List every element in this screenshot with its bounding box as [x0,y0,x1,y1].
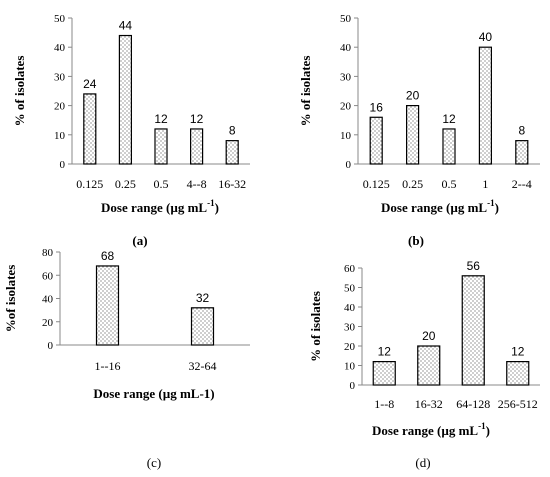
x-tick-label: 1--16 [95,359,121,373]
x-axis-title: Dose range (µg mL-1) [101,198,219,215]
bar [225,140,239,165]
panel-label-d: (d) [415,455,430,470]
y-axis-title: % of isolates [308,291,323,362]
bar [372,361,396,386]
data-label: 20 [406,89,420,103]
bar [154,128,168,165]
x-tick-label: 0.25 [115,177,136,191]
panel-label-b: (b) [408,233,424,248]
y-tick-label: 50 [340,13,352,25]
data-label: 68 [101,249,115,263]
y-tick-label: 60 [344,263,356,275]
x-tick-label: 64-128 [456,397,490,411]
y-tick-label: 10 [340,130,352,142]
data-label: 24 [83,77,97,91]
y-tick-label: 20 [340,101,352,113]
x-tick-label: 2--4 [512,177,532,191]
data-label: 12 [511,345,525,359]
panel-label-a: (a) [132,233,147,248]
y-tick-label: 30 [54,71,66,83]
bar [461,275,485,386]
panel-d: 0 10 20 30 40 50 60 12 1--8 20 16-32 56 64-128 12 256-… [308,259,540,438]
data-label: 12 [190,112,204,126]
x-axis-title: Dose range (µg mL-1) [372,421,490,438]
x-axis-title-sup: -1 [478,421,486,431]
x-tick-label: 0.25 [402,177,423,191]
y-tick-label: 10 [54,130,66,142]
panel-a: 0 10 20 30 40 50 24 0.125 44 0.25 12 0.5 12 4--8 8 16-3… [12,13,250,215]
y-tick-label: 0 [60,159,66,171]
y-tick-label: 40 [42,294,54,306]
y-tick-label: 30 [344,322,356,334]
x-axis-title-end: ) [486,423,490,438]
x-axis-title-end: ) [215,200,219,215]
y-tick-label: 50 [54,13,66,25]
panel-b: 0 10 20 30 40 50 16 0.125 20 0.25 12 0.5 40 1 8 2--4 % o… [298,13,540,215]
x-axis-title-sup: -1 [487,198,495,208]
x-tick-label: 1 [482,177,488,191]
data-label: 56 [467,259,481,273]
bar [83,93,97,165]
bar [506,361,530,386]
x-tick-label: 16-32 [218,177,246,191]
bar [515,140,529,165]
x-axis-title-main: Dose range (µg mL [101,200,207,215]
bar [118,34,133,165]
data-label: 16 [370,100,384,114]
x-axis-title: Dose range (µg mL-1) [93,386,214,401]
y-tick-label: 20 [54,101,66,113]
bar [190,128,204,165]
bar [478,46,492,165]
x-tick-label: 0.125 [363,177,390,191]
y-tick-label: 80 [42,247,54,259]
y-tick-label: 0 [48,340,54,352]
x-axis-title-main: Dose range (µg mL [372,423,478,438]
y-tick-label: 20 [344,341,356,353]
bar [442,128,456,165]
y-tick-label: 40 [340,42,352,54]
y-tick-label: 40 [344,302,356,314]
x-tick-label: 256-512 [498,397,538,411]
x-tick-label: 4--8 [187,177,207,191]
data-label: 12 [154,112,168,126]
x-axis-title-end: ) [495,200,499,215]
y-tick-label: 50 [344,283,356,295]
y-tick-label: 0 [350,380,356,392]
x-tick-label: 1--8 [374,397,394,411]
x-tick-label: 16-32 [415,397,443,411]
bar [406,104,420,165]
y-tick-label: 20 [42,317,54,329]
x-tick-label: 32-64 [189,359,217,373]
y-axis-title: %of isolates [3,265,18,333]
y-axis-title: % of isolates [12,56,27,127]
x-axis-title-main: Dose range (µg mL [381,200,487,215]
y-tick-label: 10 [344,361,356,373]
x-axis-title: Dose range (µg mL-1) [381,198,499,215]
bar [95,265,120,346]
bar [190,307,215,346]
data-label: 8 [229,124,236,138]
x-axis-title-sup: -1 [207,198,215,208]
y-tick-label: 40 [54,42,66,54]
bar [417,345,441,386]
x-tick-label: 0.125 [76,177,103,191]
data-label: 8 [518,124,525,138]
y-tick-label: 0 [346,159,352,171]
panel-c: 0 20 40 60 80 68 1--16 32 32-64 %of isolates Dose … [3,247,250,401]
data-label: 32 [196,291,210,305]
data-label: 40 [479,30,493,44]
x-tick-label: 0.5 [442,177,457,191]
data-label: 20 [422,329,436,343]
data-label: 12 [442,112,456,126]
data-label: 44 [119,19,133,33]
x-tick-label: 0.5 [154,177,169,191]
data-label: 12 [378,345,392,359]
bar [369,116,383,165]
y-tick-label: 30 [340,71,352,83]
panel-label-c: (c) [147,455,161,470]
y-axis-title: % of isolates [298,56,313,127]
y-tick-label: 60 [42,270,54,282]
x-axis-title-main: Dose range (µg mL-1) [93,386,214,401]
